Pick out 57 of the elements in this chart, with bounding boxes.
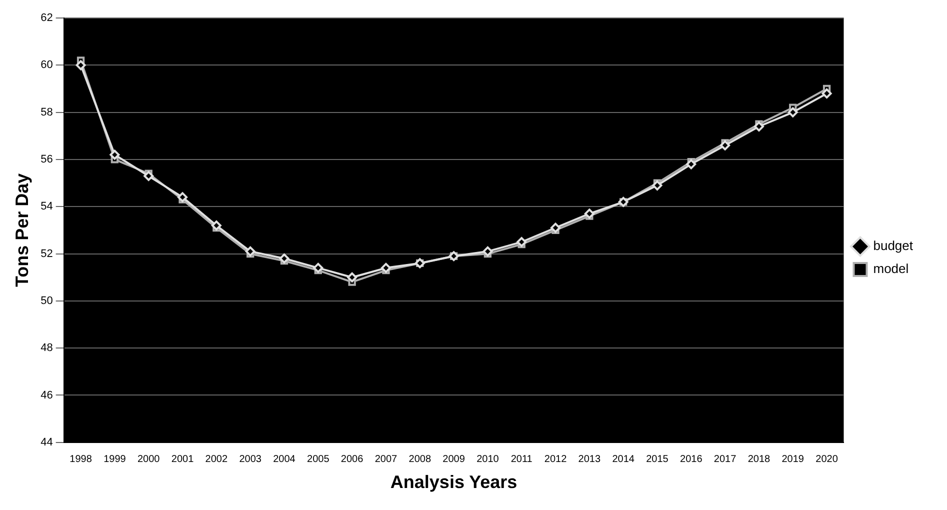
x-tick-label: 1999 [104, 454, 126, 466]
x-tick-label: 2010 [476, 454, 500, 466]
x-tick-label: 2016 [680, 454, 703, 466]
x-tick-label: 2006 [340, 454, 364, 466]
y-tick-label: 62 [40, 12, 53, 24]
point [110, 150, 120, 160]
legend-label: model [873, 261, 909, 276]
point [686, 159, 696, 170]
point [822, 88, 832, 98]
x-tick-label: 2013 [578, 454, 601, 466]
point [482, 246, 493, 256]
x-tick-label: 2020 [816, 454, 838, 466]
point [76, 60, 86, 70]
x-tick-label: 2017 [714, 454, 737, 466]
point [788, 107, 798, 118]
y-tick-label: 60 [40, 59, 53, 72]
x-tick-label: 2015 [646, 454, 669, 466]
point [550, 222, 561, 233]
point [720, 140, 730, 150]
x-tick-label: 2004 [273, 454, 296, 466]
x-tick-label: 2012 [544, 454, 568, 466]
x-tick-label: 2001 [171, 454, 194, 466]
x-tick-label: 2002 [205, 454, 228, 466]
x-tick-label: 2011 [510, 454, 533, 466]
y-tick-label: 56 [40, 154, 53, 166]
y-tick-label: 52 [40, 248, 53, 260]
x-tick-label: 2005 [307, 454, 330, 466]
y-tick-label: 58 [40, 106, 53, 118]
y-tick-label: 54 [40, 200, 53, 213]
y-axis-title: Tons Per Day [12, 173, 32, 288]
point [279, 253, 290, 264]
point [144, 170, 154, 181]
x-axis-title: Analysis Years [390, 472, 518, 492]
point [178, 192, 188, 202]
x-tick-label: 2008 [408, 454, 432, 466]
x-tick-label: 2003 [239, 454, 262, 466]
y-tick-label: 48 [40, 342, 53, 354]
y-tick-label: 44 [40, 436, 53, 448]
x-tick-label: 2014 [612, 454, 635, 466]
x-tick-label: 2019 [782, 454, 804, 466]
point [313, 262, 324, 273]
legend-label: budget [873, 238, 914, 254]
x-tick-label: 2007 [374, 454, 398, 466]
point [245, 246, 256, 256]
x-tick-label: 2018 [748, 454, 771, 466]
x-tick-label: 1998 [70, 454, 92, 466]
point [211, 220, 222, 230]
point [754, 121, 764, 132]
y-tick-label: 50 [40, 294, 53, 307]
x-tick-label: 2000 [137, 454, 160, 466]
y-tick-label: 46 [40, 389, 53, 402]
point [584, 208, 594, 219]
x-tick-label: 2009 [442, 454, 466, 466]
point [347, 272, 358, 282]
point [380, 262, 391, 273]
point [516, 236, 527, 247]
point [652, 180, 662, 190]
